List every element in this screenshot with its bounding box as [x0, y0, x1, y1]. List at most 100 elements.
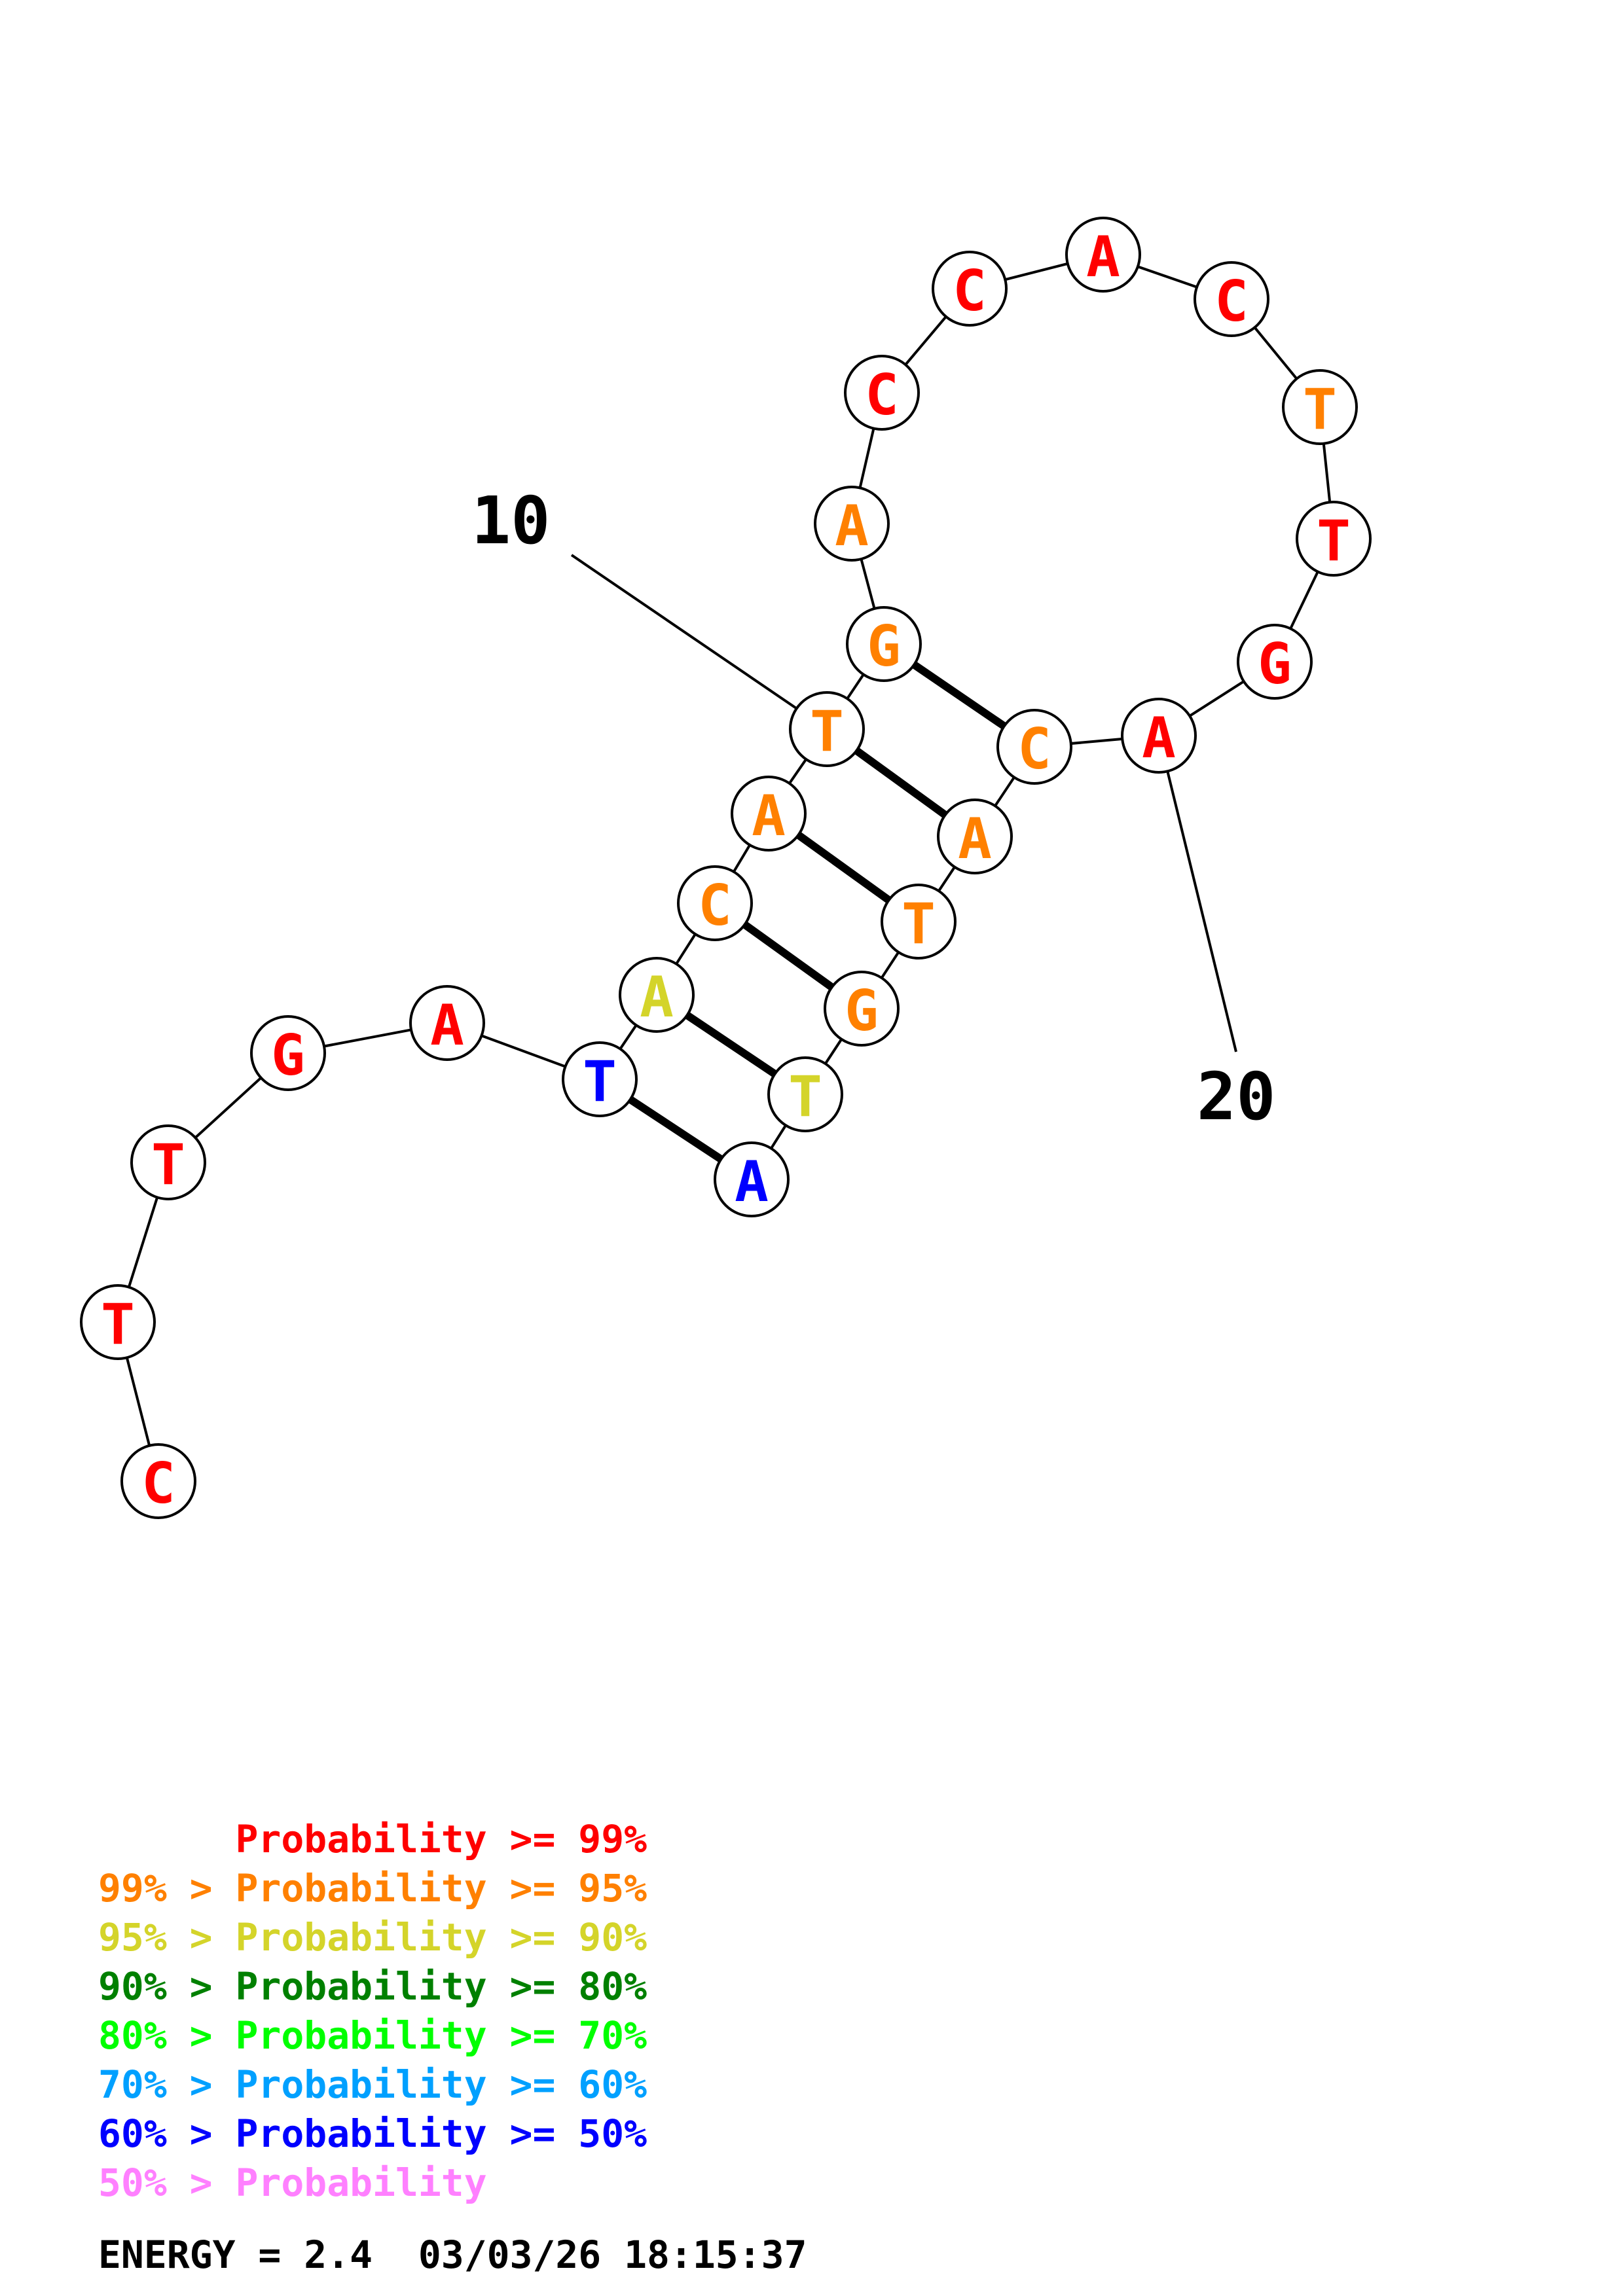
- base-pair-bond: [854, 747, 948, 818]
- nucleotide-13: C: [844, 355, 920, 431]
- nucleotide-23: T: [881, 884, 957, 960]
- nucleotide-letter: T: [788, 1064, 822, 1130]
- nucleotide-letter: C: [1214, 269, 1249, 334]
- nucleotide-6: T: [562, 1041, 638, 1117]
- nucleotide-24: G: [824, 971, 900, 1047]
- base-pair-bond: [628, 1096, 723, 1163]
- nucleotide-letter: C: [698, 873, 732, 939]
- nucleotide-26: A: [714, 1141, 790, 1217]
- nucleotide-letter: T: [902, 891, 936, 957]
- nucleotide-circle: [562, 1041, 638, 1117]
- nucleotide-14: C: [932, 251, 1008, 327]
- nucleotide-letter: A: [958, 806, 992, 872]
- nucleotide-circle: [846, 606, 922, 682]
- nucleotide-circle: [677, 865, 753, 941]
- nucleotide-letter: T: [810, 699, 844, 764]
- nucleotide-1: C: [120, 1443, 196, 1519]
- nucleotide-20: A: [1121, 698, 1197, 774]
- position-ticks: 10 20: [471, 482, 1275, 1135]
- nucleotide-circle: [1194, 261, 1269, 337]
- nucleotide-9: A: [731, 776, 807, 852]
- base-pair-bond: [685, 1012, 777, 1077]
- nucleotide-circle: [80, 1284, 156, 1360]
- nucleotide-letter: A: [835, 493, 869, 559]
- nucleotide-19: G: [1237, 624, 1313, 700]
- tick-label-10: 10: [471, 482, 550, 559]
- nucleotide-circle: [1282, 369, 1358, 445]
- nucleotide-circle: [932, 251, 1008, 327]
- nucleotide-25: T: [767, 1056, 843, 1132]
- nucleotide-circle: [1121, 698, 1197, 774]
- nucleotide-letter: A: [735, 1149, 769, 1215]
- nucleotide-letter: A: [1142, 706, 1176, 771]
- nucleotide-circle: [844, 355, 920, 431]
- nucleotide-circle: [937, 798, 1013, 874]
- nucleotide-circle: [789, 691, 865, 767]
- nucleotide-letter: T: [101, 1292, 135, 1357]
- nucleotide-10: T: [789, 691, 865, 767]
- legend-entry: 90% > Probability >= 80%: [98, 1964, 647, 2009]
- nucleotide-4: G: [250, 1015, 326, 1091]
- nucleotide-letter: A: [752, 783, 786, 849]
- base-pair-bond: [795, 831, 892, 904]
- legend-entry: 70% > Probability >= 60%: [98, 2062, 647, 2107]
- nucleotide-2: T: [80, 1284, 156, 1360]
- nucleotide-circle: [824, 971, 900, 1047]
- nucleotide-18: T: [1296, 501, 1372, 577]
- nucleotide-circle: [767, 1056, 843, 1132]
- nucleotide-letter: A: [1086, 224, 1120, 290]
- nucleotide-letter: A: [640, 965, 674, 1030]
- legend-entry: 60% > Probability >= 50%: [98, 2111, 647, 2156]
- energy-timestamp-line: ENERGY = 2.4 03/03/26 18:15:37: [98, 2233, 807, 2277]
- nucleotide-circle: [714, 1141, 790, 1217]
- nucleotide-circle: [1065, 217, 1141, 293]
- nucleotide-circle: [619, 957, 695, 1033]
- base-pair-bond: [742, 921, 835, 991]
- nucleotide-15: A: [1065, 217, 1141, 293]
- nucleotide-letter: C: [953, 259, 987, 324]
- legend-entry: 50% > Probability: [98, 2161, 487, 2205]
- nucleotide-21: C: [996, 709, 1072, 785]
- nucleotide-circle: [731, 776, 807, 852]
- legend-entry: 95% > Probability >= 90%: [98, 1915, 647, 1960]
- tick-line-20: [1158, 735, 1237, 1052]
- legend-entry: Probability >= 99%: [98, 1817, 647, 1861]
- base-pair-bonds: [628, 661, 1007, 1163]
- nucleotide-letter: A: [430, 993, 464, 1058]
- nucleotide-circle: [814, 486, 890, 562]
- nucleotide-letter: T: [583, 1049, 617, 1115]
- nucleotide-12: A: [814, 486, 890, 562]
- tick-line-10: [570, 554, 828, 730]
- probability-legend: Probability >= 99% 99% > Probability >= 9…: [98, 1817, 647, 2205]
- nucleotide-22: A: [937, 798, 1013, 874]
- nucleotide-circle: [409, 985, 485, 1061]
- base-pair-bond: [911, 661, 1007, 730]
- nucleotide-circle: [250, 1015, 326, 1091]
- nucleotide-letter: C: [865, 363, 899, 428]
- nucleotide-letter: C: [1017, 717, 1051, 782]
- nucleotide-7: A: [619, 957, 695, 1033]
- nucleotide-circle: [1296, 501, 1372, 577]
- nucleotide-8: C: [677, 865, 753, 941]
- nucleotide-circle: [996, 709, 1072, 785]
- nucleotide-11: G: [846, 606, 922, 682]
- nucleotide-letter: T: [151, 1132, 185, 1198]
- legend-entry: 99% > Probability >= 95%: [98, 1866, 647, 1910]
- nucleotide-circle: [1237, 624, 1313, 700]
- nucleotide-circle: [130, 1124, 206, 1200]
- nucleotide-circle: [881, 884, 957, 960]
- nucleotide-3: T: [130, 1124, 206, 1200]
- nucleotide-letter: T: [1303, 377, 1337, 442]
- nucleotide-letter: C: [141, 1451, 175, 1516]
- tick-label-20: 20: [1197, 1058, 1275, 1135]
- nucleotide-5: A: [409, 985, 485, 1061]
- nucleotide-letter: G: [845, 978, 879, 1044]
- nucleotide-17: T: [1282, 369, 1358, 445]
- nucleotide-letter: G: [1258, 632, 1292, 697]
- nucleotide-letter: G: [867, 614, 901, 679]
- nucleotide-circle: [120, 1443, 196, 1519]
- nucleotide-16: C: [1194, 261, 1269, 337]
- legend-entry: 80% > Probability >= 70%: [98, 2013, 647, 2058]
